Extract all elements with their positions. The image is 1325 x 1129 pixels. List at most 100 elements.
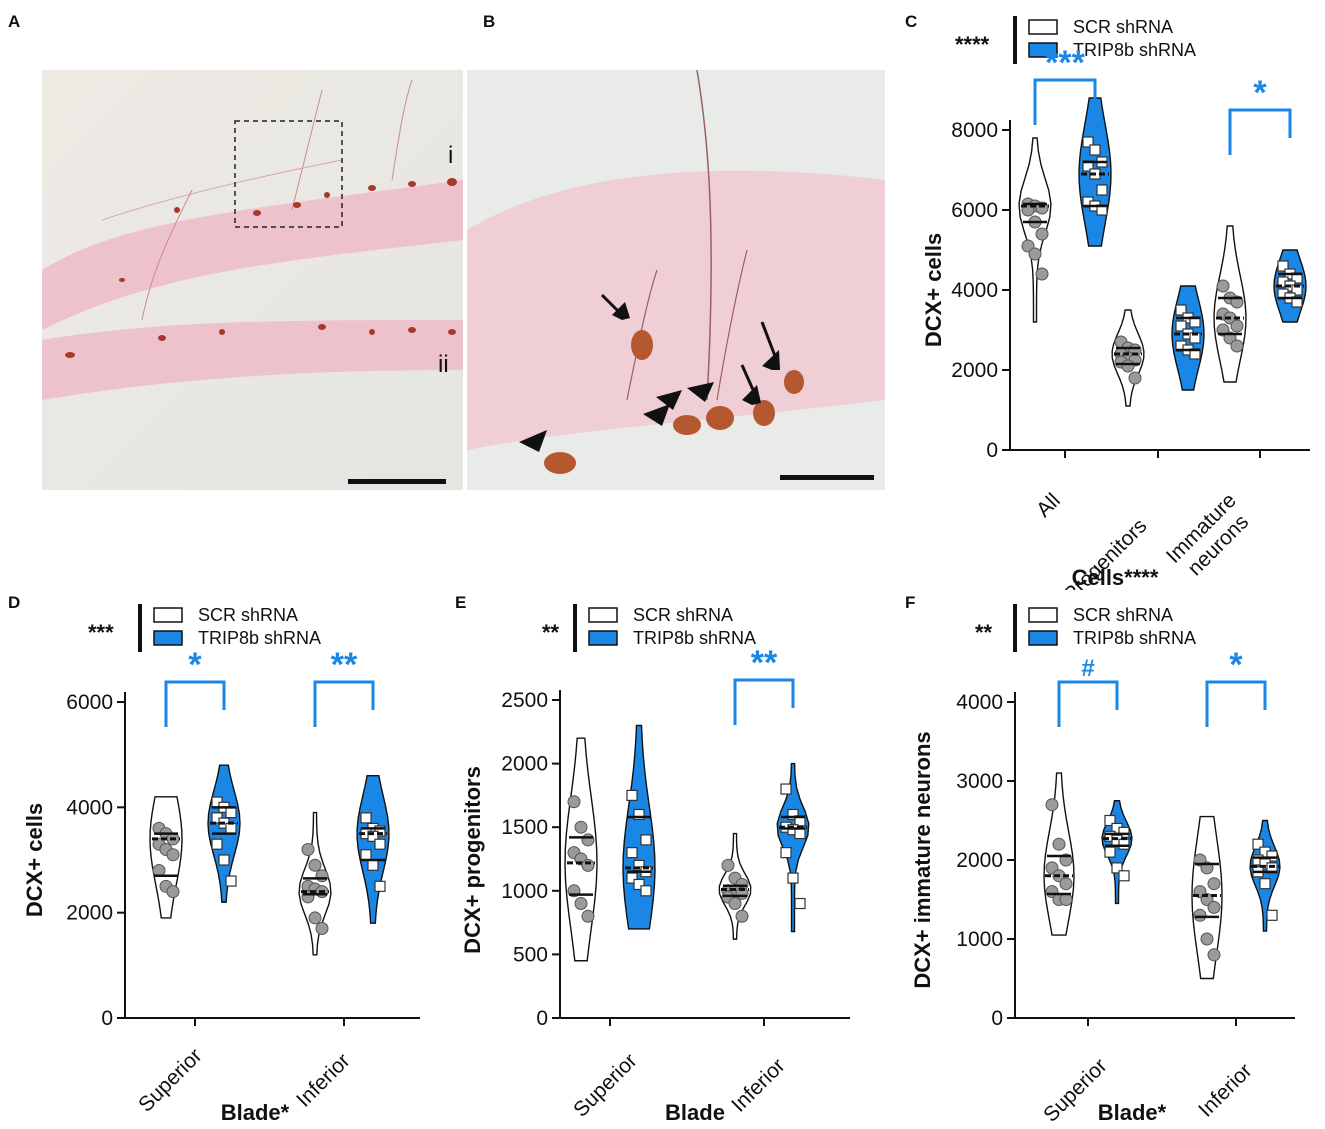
- legend-swatch-trip-f: [1028, 630, 1058, 646]
- data-point-trip-d: [367, 859, 379, 871]
- legend-sig-e: **: [542, 620, 560, 645]
- y-tick-label-e: 1000: [501, 880, 548, 903]
- x-category-label-d: Inferior: [292, 1049, 354, 1111]
- legend-label-scr-c: SCR shRNA: [1073, 17, 1173, 37]
- data-point-trip-f: [1104, 814, 1116, 827]
- micrograph-b-image: [467, 70, 885, 490]
- data-point-trip-f: [1104, 846, 1116, 858]
- data-point-trip-e: [780, 847, 792, 859]
- y-tick-label-f: 1000: [956, 928, 1003, 951]
- data-point-scr-e: [581, 909, 595, 923]
- x-category-line-d: Inferior: [292, 1049, 354, 1111]
- panel-label-a: A: [8, 12, 21, 31]
- panel-label-b: B: [483, 12, 496, 31]
- data-point-scr-e: [721, 858, 735, 872]
- data-point-trip-c: [1082, 136, 1094, 148]
- data-point-scr-d: [308, 911, 322, 925]
- legend-label-trip-f: TRIP8b shRNA: [1073, 628, 1196, 648]
- data-point-scr-c: [1216, 279, 1230, 293]
- sig-label-e: **: [751, 644, 778, 682]
- micrograph-b: [467, 70, 885, 490]
- data-point-trip-c: [1096, 184, 1108, 196]
- data-point-scr-c: [1028, 247, 1042, 261]
- legend-swatch-scr-c: [1028, 19, 1058, 35]
- data-point-trip-e: [640, 885, 652, 897]
- data-point-trip-e: [787, 808, 799, 821]
- y-tick-label-e: 500: [513, 943, 548, 966]
- data-point-scr-e: [728, 897, 742, 911]
- data-point-trip-f: [1111, 862, 1123, 874]
- y-axis-label-d: DCX+ cells: [22, 803, 47, 917]
- y-tick-label-e: 1500: [501, 816, 548, 839]
- data-point-scr-f: [1052, 837, 1066, 851]
- y-tick-label-f: 3000: [956, 770, 1003, 793]
- data-point-trip-f: [1266, 850, 1278, 862]
- data-point-scr-f: [1059, 877, 1073, 891]
- data-point-scr-e: [567, 795, 581, 809]
- x-category-line-f: Inferior: [1194, 1059, 1256, 1121]
- legend-swatch-trip-e: [588, 630, 618, 646]
- violin-scr-e: [564, 737, 598, 962]
- legend-label-scr-d: SCR shRNA: [198, 605, 298, 625]
- data-point-trip-e: [626, 847, 638, 859]
- data-point-scr-c: [1230, 319, 1244, 333]
- x-axis-label-d: Blade*: [221, 1100, 290, 1125]
- sig-label-c: ***: [1045, 44, 1085, 82]
- data-point-trip-f: [1259, 878, 1271, 890]
- y-tick-label-f: 0: [991, 1007, 1003, 1030]
- scale-bar-b: [780, 475, 874, 480]
- legend-sig-f: **: [975, 620, 993, 645]
- y-axis-label-e: DCX+ progenitors: [460, 766, 485, 954]
- data-point-scr-f: [1200, 932, 1214, 946]
- y-tick-label-c: 4000: [951, 279, 998, 302]
- data-point-trip-c: [1089, 144, 1101, 156]
- chart-e: ** SCR shRNA TRIP8b shRNA 0 500 1000 1500 2000 2…: [460, 604, 850, 1125]
- sig-bracket-d: [313, 680, 375, 727]
- legend-swatch-trip-d: [153, 630, 183, 646]
- sig-label-c: *: [1253, 74, 1267, 112]
- data-point-scr-f: [1207, 877, 1221, 891]
- y-tick-label-d: 6000: [66, 691, 113, 714]
- data-point-trip-d: [374, 880, 386, 892]
- data-point-scr-c: [1230, 339, 1244, 353]
- data-point-scr-c: [1121, 359, 1135, 373]
- data-point-trip-e: [626, 872, 638, 884]
- x-category-line-c: All: [1032, 489, 1065, 522]
- x-axis-label-f: Blade*: [1098, 1100, 1167, 1125]
- y-tick-label-d: 4000: [66, 796, 113, 819]
- panel-label-c: C: [905, 12, 918, 31]
- sig-label-f: #: [1081, 655, 1094, 682]
- sig-bracket-f: [1057, 680, 1119, 727]
- x-axis-label-c: Cells****: [1072, 565, 1159, 590]
- x-category-line-e: Superior: [569, 1049, 641, 1121]
- x-axis-label-e: Blade: [665, 1100, 725, 1125]
- panel-label-d: D: [8, 593, 21, 612]
- data-point-trip-e: [780, 783, 792, 795]
- data-point-trip-e: [633, 808, 645, 821]
- data-point-trip-d: [211, 838, 223, 850]
- data-point-scr-f: [1059, 893, 1073, 906]
- data-point-trip-e: [794, 897, 806, 910]
- y-tick-label-d: 2000: [66, 902, 113, 925]
- y-tick-label-f: 2000: [956, 849, 1003, 872]
- layer-ii-label: ii: [438, 351, 449, 378]
- data-point-scr-f: [1207, 948, 1221, 962]
- x-category-line-d: Superior: [134, 1044, 206, 1116]
- y-tick-label-f: 4000: [956, 691, 1003, 714]
- scale-bar-a: [348, 479, 446, 484]
- data-point-trip-d: [225, 822, 237, 834]
- data-point-trip-c: [1175, 304, 1187, 316]
- data-point-scr-c: [1035, 267, 1049, 281]
- data-point-scr-e: [574, 897, 588, 911]
- y-axis-label-c: DCX+ cells: [921, 233, 946, 347]
- data-point-scr-c: [1035, 227, 1049, 241]
- sig-bracket-c: [1228, 108, 1292, 155]
- legend-swatch-scr-e: [588, 607, 618, 623]
- y-tick-label-c: 2000: [951, 359, 998, 382]
- chart-f: ** SCR shRNA TRIP8b shRNA 0 1000 2000 3000 4000…: [910, 604, 1295, 1127]
- legend-label-scr-f: SCR shRNA: [1073, 605, 1173, 625]
- data-point-trip-d: [225, 807, 237, 819]
- legend-sig-d: ***: [88, 620, 114, 645]
- sig-bracket-f: [1205, 680, 1267, 727]
- data-point-trip-c: [1277, 260, 1289, 272]
